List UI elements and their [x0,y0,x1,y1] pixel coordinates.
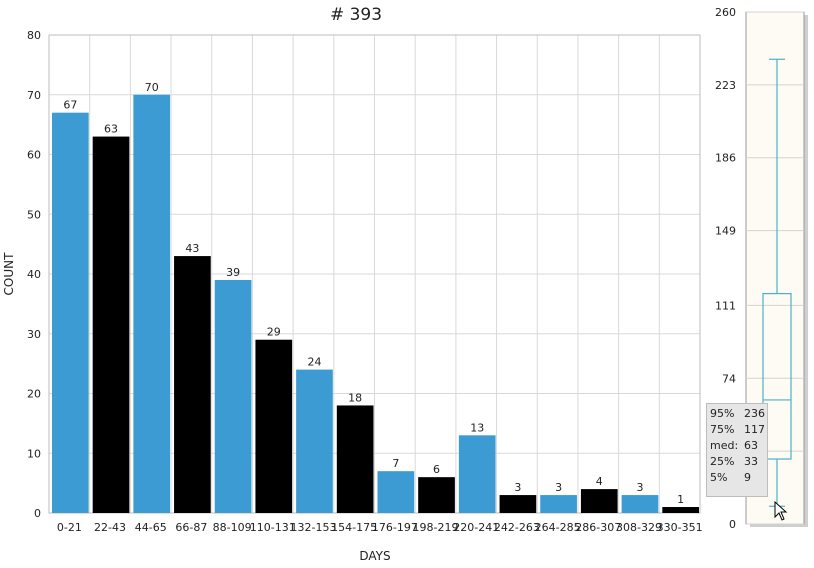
bar-y-tick-label: 20 [27,388,41,401]
bar-x-axis: 0-21 22-43 44-65 66-87 88-109110-131132-1531… [57,521,703,534]
bar-value-label: 39 [226,266,240,279]
box-plot-grid [746,11,804,525]
bar[interactable] [174,256,211,513]
bar-category-label: 132-153 [290,521,336,534]
bar-value-label: 70 [145,81,159,94]
bar[interactable] [92,136,130,513]
bar-category-label: 22-43 [94,521,126,534]
bar[interactable] [214,279,252,513]
box-y-tick-label: 74 [722,372,736,385]
bar-category-label: 66-87 [175,521,207,534]
bar-category-label: 220-241 [453,521,499,534]
bar-category-label: 110-131 [250,521,296,534]
bar-y-tick-label: 30 [27,328,41,341]
box-iqr[interactable] [762,293,792,460]
bar-value-label: 24 [307,356,321,369]
bar[interactable] [580,489,618,513]
bar[interactable] [662,507,699,513]
box-y-tick-label: 186 [715,152,736,165]
bar-value-label: 3 [555,481,562,494]
bar-category-label: 44-65 [135,521,167,534]
tooltip-row-25: 25% 33 [710,455,758,468]
bar-category-label: 0-21 [57,521,82,534]
bar[interactable] [418,477,455,513]
chart-title: # 393 [330,5,382,25]
bar-category-label: 330-351 [657,521,703,534]
bar-y-tick-label: 0 [34,507,41,520]
bar[interactable] [540,495,577,513]
bar-plot-frame [48,34,701,514]
bar-value-label: 3 [514,481,521,494]
bar-value-label: 7 [392,457,399,470]
bar-category-label: 264-285 [535,521,581,534]
bar-y-tick-label: 10 [27,447,41,460]
bar-value-label: 29 [267,326,281,339]
mouse-cursor-icon [774,501,788,521]
bar-y-tick-label: 50 [27,208,41,221]
bar-value-label: 6 [433,463,440,476]
bar-value-label: 43 [185,242,199,255]
box-y-tick-label: 111 [715,299,736,312]
x-axis-title: DAYS [359,549,390,563]
bar-series [52,94,699,514]
bar[interactable] [499,495,537,513]
bar[interactable] [377,471,415,513]
bar-value-label: 3 [636,481,643,494]
bar[interactable] [133,94,171,513]
bar-category-label: 154-175 [331,521,377,534]
bar-category-label: 242-263 [494,521,540,534]
bar-y-axis: 0 10 20 30 40 50 60 70 80 [27,29,41,520]
bar-value-label: 4 [596,475,603,488]
tooltip-row-95: 95% 236 [710,407,765,420]
bar-category-label: 286-307 [575,521,621,534]
stats-tooltip: 95% 236 75% 117 med: 63 25% 33 5% 9 [706,403,768,497]
box-y-tick-label: 0 [729,518,736,531]
box-y-tick-label: 149 [715,225,736,238]
bar-y-tick-label: 40 [27,268,41,281]
bar-value-label: 63 [104,123,118,136]
box-y-tick-label: 260 [715,6,736,19]
bar-category-label: 198-219 [413,521,459,534]
y-axis-title: COUNT [2,252,16,296]
bar-value-label: 67 [63,99,77,112]
bar[interactable] [458,435,496,513]
box-y-tick-label: 223 [715,79,736,92]
bar-y-tick-label: 60 [27,149,41,162]
bar[interactable] [255,339,293,513]
bar[interactable] [621,495,659,513]
tooltip-row-75: 75% 117 [710,423,765,436]
bar-category-label: 176-197 [372,521,418,534]
bar[interactable] [336,405,374,513]
bar-value-label: 1 [677,493,684,506]
bar-value-label: 18 [348,391,362,404]
bar-value-label: 13 [470,421,484,434]
bar-y-tick-label: 80 [27,29,41,42]
bar-category-label: 308-329 [616,521,662,534]
bar[interactable] [296,369,333,513]
tooltip-row-median: med: 63 [710,439,758,452]
bar-y-tick-label: 70 [27,89,41,102]
bar[interactable] [52,112,89,514]
tooltip-row-5: 5% 9 [710,471,751,484]
bar-category-label: 88-109 [213,521,252,534]
box-plot [762,58,792,507]
